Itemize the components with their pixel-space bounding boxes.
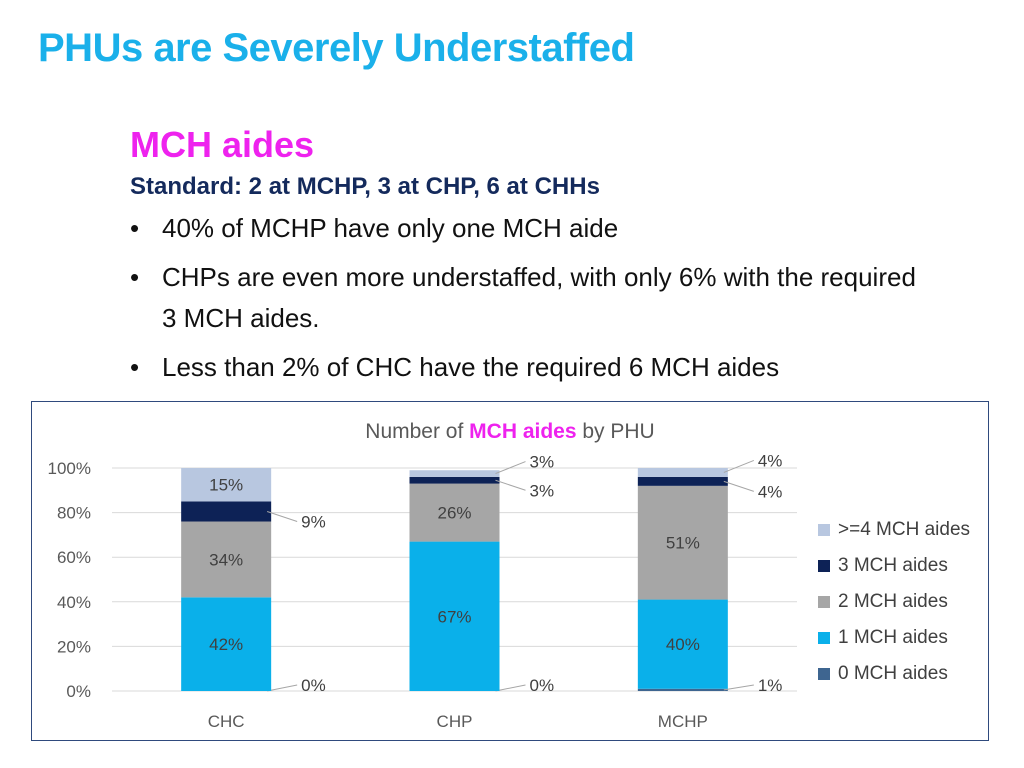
- legend-item: 3 MCH aides: [818, 548, 970, 584]
- bar-segment: [637, 599, 728, 689]
- staffing-standard: Standard: 2 at MCHP, 3 at CHP, 6 at CHHs: [130, 173, 600, 200]
- data-label: 3%: [530, 481, 555, 500]
- data-label: 67%: [437, 607, 471, 626]
- data-label: 34%: [209, 550, 243, 569]
- data-label: 42%: [209, 635, 243, 654]
- bar-segment: [181, 521, 272, 598]
- data-label: 40%: [666, 635, 700, 654]
- x-category-label: CHC: [208, 712, 245, 731]
- data-label: 26%: [437, 504, 471, 523]
- legend-swatch: [818, 596, 830, 608]
- legend-item: 0 MCH aides: [818, 656, 970, 692]
- bar-segment: [409, 470, 500, 477]
- legend-item: 1 MCH aides: [818, 620, 970, 656]
- leader-line: [723, 684, 754, 691]
- leader-line: [723, 459, 755, 473]
- y-tick-label: 60%: [57, 548, 91, 567]
- bullet-text: 40% of MCHP have only one MCH aide: [162, 213, 619, 243]
- data-label: 0%: [301, 676, 326, 695]
- leader-line: [267, 511, 298, 522]
- bullet-item: • Less than 2% of CHC have the required …: [130, 347, 930, 388]
- leader-line: [495, 479, 526, 491]
- bar-segment: [409, 541, 500, 691]
- legend-label: >=4 MCH aides: [838, 519, 971, 540]
- bar-segment: [637, 688, 728, 691]
- bullet-glyph: •: [130, 262, 140, 292]
- x-category-label: CHP: [437, 712, 473, 731]
- data-label: 4%: [758, 451, 783, 470]
- data-label: 4%: [758, 482, 783, 501]
- data-label: 1%: [758, 676, 783, 695]
- leader-line: [495, 461, 526, 475]
- stacked-bar-chart: Number of MCH aides by PHU 0% 20% 40% 60% 80%…: [48, 420, 797, 731]
- legend-label: 0 MCH aides: [838, 663, 948, 684]
- data-label: 0%: [530, 676, 555, 695]
- bullet-list: • 40% of MCHP have only one MCH aide • C…: [130, 208, 930, 388]
- y-tick-label: 0%: [66, 682, 91, 701]
- legend-label: 1 MCH aides: [838, 627, 948, 648]
- data-label: 15%: [209, 476, 243, 495]
- bullet-text: Less than 2% of CHC have the required 6 …: [162, 352, 780, 382]
- legend-swatch: [818, 560, 830, 572]
- bar-segment: [409, 483, 500, 542]
- chart-title: Number of MCH aides by PHU: [365, 420, 654, 443]
- leader-line: [495, 684, 526, 692]
- bar-segment: [637, 485, 728, 600]
- y-tick-label: 20%: [57, 637, 91, 656]
- bar-segment: [637, 476, 728, 486]
- bar-segment: [409, 476, 500, 484]
- data-label: 51%: [666, 534, 700, 553]
- y-tick-label: 40%: [57, 593, 91, 612]
- chart-legend: >=4 MCH aides 3 MCH aides 2 MCH aides 1 MCH…: [818, 512, 970, 692]
- bar-segment: [181, 468, 272, 502]
- legend-item: >=4 MCH aides: [818, 512, 970, 548]
- chart-title-part: by PHU: [577, 420, 655, 443]
- content-area: MCH aides Standard: 2 at MCHP, 3 at CHP,…: [130, 122, 930, 396]
- bullet-item: • CHPs are even more understaffed, with …: [130, 257, 930, 339]
- bar-segment: [637, 468, 728, 477]
- legend-swatch: [818, 632, 830, 644]
- chart-panel: Number of MCH aides by PHU 0% 20% 40% 60% 80%…: [31, 401, 989, 741]
- y-tick-label: 100%: [48, 459, 91, 478]
- slide-title: PHUs are Severely Understaffed: [38, 26, 635, 70]
- data-label: 3%: [530, 453, 555, 472]
- bullet-glyph: •: [130, 213, 140, 243]
- bullet-item: • 40% of MCHP have only one MCH aide: [130, 208, 930, 249]
- leader-line: [267, 684, 298, 692]
- legend-label: 3 MCH aides: [838, 555, 948, 576]
- leader-line: [723, 480, 754, 492]
- legend-label: 2 MCH aides: [838, 591, 948, 612]
- bar-segment: [181, 501, 272, 522]
- section-heading: MCH aides: [130, 124, 315, 165]
- data-label: 9%: [301, 512, 326, 531]
- x-category-label: MCHP: [658, 712, 708, 731]
- legend-swatch: [818, 524, 830, 536]
- legend-item: 2 MCH aides: [818, 584, 970, 620]
- chart-title-part: Number of: [365, 420, 469, 443]
- y-tick-label: 80%: [57, 504, 91, 523]
- legend-swatch: [818, 668, 830, 680]
- chart-title-part: MCH aides: [469, 420, 576, 443]
- bullet-text: CHPs are even more understaffed, with on…: [162, 262, 916, 333]
- bar-segment: [181, 597, 272, 691]
- bullet-glyph: •: [130, 352, 140, 382]
